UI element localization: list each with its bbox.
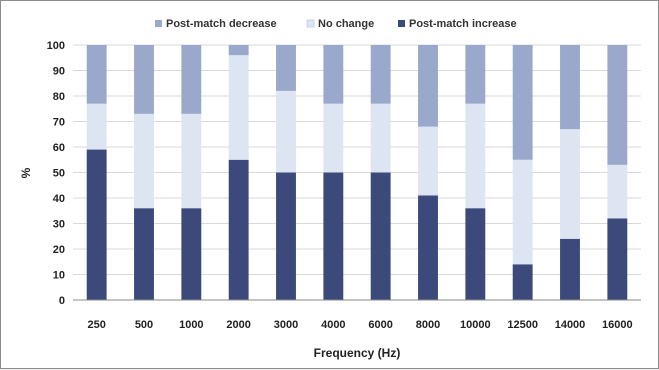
bar-segment-no-change xyxy=(86,103,107,150)
legend-swatch xyxy=(306,19,315,28)
y-axis-title: % xyxy=(19,167,33,178)
y-tick-label: 0 xyxy=(59,295,65,307)
x-tick-label: 1000 xyxy=(179,319,203,331)
x-tick-label: 10000 xyxy=(460,319,491,331)
x-tick-labels: 250 500 1000 2000 3000 4000 6000 8000 10000 12500… xyxy=(87,319,632,331)
y-tick-label: 100 xyxy=(47,40,65,52)
x-tick-label: 2000 xyxy=(226,319,250,331)
bar-segment-post-match-decrease xyxy=(181,45,202,114)
bar-segment-post-match-decrease xyxy=(418,45,438,127)
bar-segment-post-match-increase xyxy=(276,172,296,300)
bar-segment-post-match-decrease xyxy=(512,45,533,160)
bar-segment-no-change xyxy=(512,159,533,265)
gridlines xyxy=(73,44,641,301)
bar-segment-post-match-increase xyxy=(512,264,533,300)
x-tick-label: 3000 xyxy=(274,319,298,331)
bar-segment-post-match-increase xyxy=(465,208,486,300)
legend-label: Post-match increase xyxy=(409,18,517,30)
x-tick-label: 8000 xyxy=(416,319,440,331)
bar-segment-no-change xyxy=(134,113,154,209)
y-tick-label: 40 xyxy=(53,193,65,205)
x-axis-title: Frequency (Hz) xyxy=(314,346,401,360)
bar-segment-no-change xyxy=(323,103,344,173)
bar-segment-post-match-decrease xyxy=(370,45,391,104)
bar-segment-post-match-decrease xyxy=(323,45,344,104)
bar-segment-no-change xyxy=(607,164,628,219)
bar-segment-post-match-decrease xyxy=(465,45,486,104)
bar-segment-post-match-increase xyxy=(181,208,202,300)
bar-segment-post-match-increase xyxy=(86,149,107,300)
legend: Post-match decrease No change Post-match i… xyxy=(155,18,517,30)
bar-segment-no-change xyxy=(228,55,249,160)
y-tick-label: 80 xyxy=(53,91,65,103)
bar-segment-post-match-increase xyxy=(418,195,438,300)
legend-swatch xyxy=(398,20,405,27)
bar-segment-post-match-increase xyxy=(607,218,628,300)
bar-segment-post-match-increase xyxy=(323,172,344,300)
x-tick-label: 4000 xyxy=(321,319,345,331)
y-tick-label: 20 xyxy=(53,244,65,256)
x-tick-label: 16000 xyxy=(602,319,633,331)
bar-segment-post-match-increase xyxy=(370,172,391,300)
bar-segment-no-change xyxy=(418,126,438,196)
y-tick-label: 30 xyxy=(53,219,65,231)
y-tick-label: 70 xyxy=(53,117,65,129)
bar-segment-post-match-increase xyxy=(560,238,580,300)
x-tick-label: 500 xyxy=(135,319,153,331)
bars xyxy=(86,45,628,300)
legend-swatch xyxy=(155,20,162,27)
bar-segment-post-match-decrease xyxy=(607,45,628,165)
bar-segment-post-match-decrease xyxy=(134,45,154,114)
legend-label: Post-match decrease xyxy=(166,18,277,30)
bar-segment-no-change xyxy=(560,129,580,239)
x-tick-label: 12500 xyxy=(507,319,538,331)
bar-segment-post-match-decrease xyxy=(276,45,296,91)
x-tick-label: 250 xyxy=(87,319,105,331)
legend-label: No change xyxy=(318,18,374,30)
bar-segment-no-change xyxy=(181,113,202,209)
y-tick-label: 50 xyxy=(53,168,65,180)
bar-segment-post-match-decrease xyxy=(560,45,580,130)
y-tick-label: 60 xyxy=(53,142,65,154)
bar-segment-post-match-decrease xyxy=(228,45,249,56)
bar-segment-post-match-increase xyxy=(134,208,154,300)
bar-segment-no-change xyxy=(276,90,296,173)
bar-segment-post-match-increase xyxy=(228,159,249,300)
y-tick-label: 10 xyxy=(53,270,65,282)
x-tick-label: 14000 xyxy=(555,319,586,331)
y-tick-label: 90 xyxy=(53,66,65,78)
bar-segment-no-change xyxy=(465,103,486,209)
bar-segment-no-change xyxy=(370,103,391,173)
x-tick-label: 6000 xyxy=(368,319,392,331)
bar-segment-post-match-decrease xyxy=(86,45,107,104)
y-tick-labels: 0 10 20 30 40 50 60 70 80 90 100 xyxy=(47,40,65,307)
